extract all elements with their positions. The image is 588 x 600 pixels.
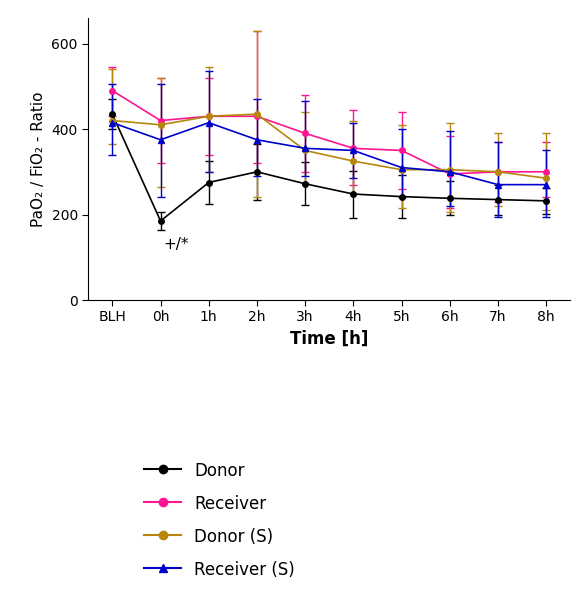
Text: +/*: +/* bbox=[163, 237, 188, 252]
X-axis label: Time [h]: Time [h] bbox=[290, 329, 369, 347]
Y-axis label: PaO₂ / FiO₂ - Ratio: PaO₂ / FiO₂ - Ratio bbox=[31, 91, 46, 227]
Legend: Donor, Receiver, Donor (S), Receiver (S): Donor, Receiver, Donor (S), Receiver (S) bbox=[138, 455, 302, 586]
